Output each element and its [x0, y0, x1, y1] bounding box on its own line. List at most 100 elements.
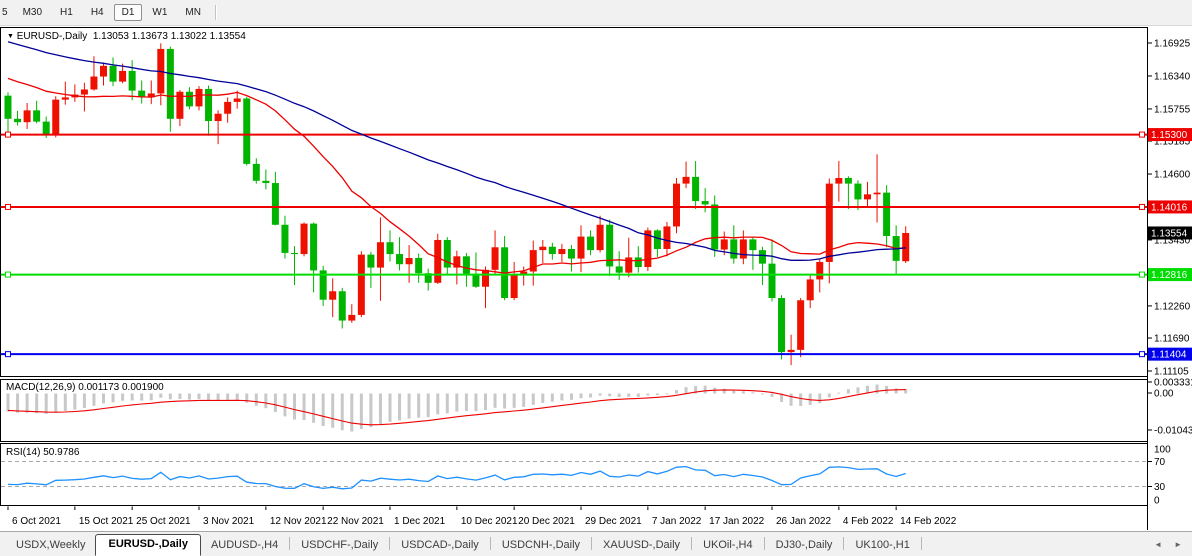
current-price-badge-label: 1.13554 [1151, 228, 1188, 239]
candle-down [338, 291, 346, 321]
tab-separator [289, 537, 291, 550]
candle-up [835, 177, 843, 184]
tab-usdcad-daily[interactable]: USDCAD-,Daily [401, 539, 479, 551]
candle-up [195, 88, 203, 107]
timeframe-button-h4[interactable]: H4 [90, 7, 104, 18]
timeframe-button-h1[interactable]: H1 [60, 7, 73, 18]
macd-indicator-title: MACD(12,26,9) 0.001173 0.001900 [6, 382, 164, 393]
macd-histogram-bar [6, 393, 10, 412]
level-line-anchor[interactable] [1139, 203, 1145, 210]
tab-uk100-h1[interactable]: UK100-,H1 [855, 539, 910, 551]
tab-eurusd-daily[interactable]: EURUSD-,Daily [95, 534, 201, 556]
macd-histogram-bar [73, 393, 77, 410]
tab-usdx-weekly[interactable]: USDX,Weekly [16, 539, 86, 551]
candle-up [434, 239, 442, 283]
candle-down [138, 90, 146, 98]
tab-dj30-daily[interactable]: DJ30-,Daily [775, 539, 833, 551]
tab-separator [763, 537, 765, 550]
candle-down [615, 266, 623, 273]
timeframe-button-m30[interactable]: M30 [22, 7, 43, 18]
macd-histogram-bar [646, 393, 650, 396]
macd-histogram-bar [159, 393, 163, 398]
candle-up [577, 236, 585, 259]
tab-usdcnh-daily[interactable]: USDCNH-,Daily [501, 539, 581, 551]
date-axis-label: 22 Nov 2021 [327, 516, 384, 527]
macd-histogram-bar [369, 393, 373, 428]
macd-histogram-bar [187, 393, 191, 400]
macd-histogram-bar [846, 389, 850, 394]
macd-histogram-bar [273, 393, 277, 413]
candle-down [109, 65, 117, 82]
level-price-badge [1148, 347, 1192, 361]
candle-down [854, 183, 862, 200]
macd-histogram-bar [378, 393, 382, 425]
level-price-badge-label: 1.12816 [1151, 270, 1188, 281]
macd-histogram-bar [550, 393, 554, 402]
candle-up [357, 254, 365, 315]
macd-histogram-bar [751, 392, 755, 394]
price-axis-label: 1.14600 [1154, 170, 1191, 181]
level-line-anchor[interactable] [1139, 271, 1145, 278]
level-line-anchor[interactable] [5, 351, 11, 358]
macd-histogram-bar [589, 393, 593, 398]
tab-audusd-h4[interactable]: AUDUSD-,H4 [210, 539, 279, 551]
level-line-anchor[interactable] [5, 203, 11, 210]
tab-ukoil-h4[interactable]: UKOil-,H4 [703, 539, 753, 551]
candle-up [663, 226, 671, 249]
macd-histogram-bar [407, 393, 411, 419]
macd-histogram-bar [512, 393, 516, 408]
macd-histogram-bar [340, 393, 344, 431]
macd-histogram-bar [522, 393, 526, 407]
macd-histogram-bar [655, 393, 659, 396]
timeframe-button-w1[interactable]: W1 [152, 7, 168, 18]
tab-xauusd-daily[interactable]: XAUUSD-,Daily [603, 539, 681, 551]
tab-separator [920, 537, 922, 550]
candle-up [625, 257, 633, 273]
date-axis-label: 17 Jan 2022 [709, 516, 764, 527]
macd-histogram-bar [789, 393, 793, 406]
candle-down [462, 256, 470, 274]
macd-histogram-bar [560, 393, 564, 401]
candle-down [243, 98, 251, 164]
ohlc-close: 1.13554 [209, 31, 246, 42]
macd-histogram-bar [445, 393, 449, 414]
tab-scroll-right-icon[interactable]: ► [1174, 540, 1182, 549]
macd-histogram-bar [417, 393, 421, 418]
tab-scroll-left-icon[interactable]: ◄ [1154, 540, 1163, 549]
level-line-anchor[interactable] [1139, 351, 1145, 358]
candle-up [797, 300, 805, 350]
candle-down [319, 270, 327, 300]
main-price-panel [0, 27, 1148, 377]
date-axis-label: 3 Nov 2021 [203, 516, 255, 527]
macd-histogram-bar [130, 393, 134, 401]
timeframe-button-d1[interactable]: D1 [113, 4, 143, 21]
symbol-dropdown-icon[interactable]: ▼ [7, 33, 14, 40]
macd-histogram-bar [484, 393, 487, 411]
candle-down [367, 254, 375, 268]
timeframe-button-5[interactable]: 5 [2, 7, 8, 18]
candle-down [291, 252, 298, 255]
macd-axis-label: -0.010439 [1154, 426, 1192, 437]
candle-down [701, 201, 709, 205]
candle-up [52, 99, 60, 135]
level-line-anchor[interactable] [1139, 131, 1145, 138]
tab-usdchf-daily[interactable]: USDCHF-,Daily [301, 539, 379, 551]
date-axis-label: 25 Oct 2021 [136, 516, 191, 527]
level-price-badge [1148, 268, 1192, 282]
candle-down [14, 118, 22, 123]
macd-histogram-bar [235, 393, 239, 400]
macd-histogram-bar [302, 393, 306, 421]
candle-up [873, 192, 881, 195]
level-line-anchor[interactable] [5, 271, 11, 278]
candle-up [233, 98, 241, 102]
level-line-anchor[interactable] [5, 131, 11, 138]
date-axis-label: 15 Oct 2021 [79, 516, 134, 527]
candle-up [100, 65, 107, 77]
macd-histogram-bar [121, 393, 125, 401]
macd-histogram-bar [178, 393, 182, 400]
level-price-badge-label: 1.11404 [1151, 350, 1187, 361]
timeframe-button-mn[interactable]: MN [185, 7, 201, 18]
macd-histogram-bar [426, 393, 430, 418]
price-axis-label: 1.16340 [1154, 71, 1191, 82]
macd-histogram-bar [569, 393, 573, 400]
